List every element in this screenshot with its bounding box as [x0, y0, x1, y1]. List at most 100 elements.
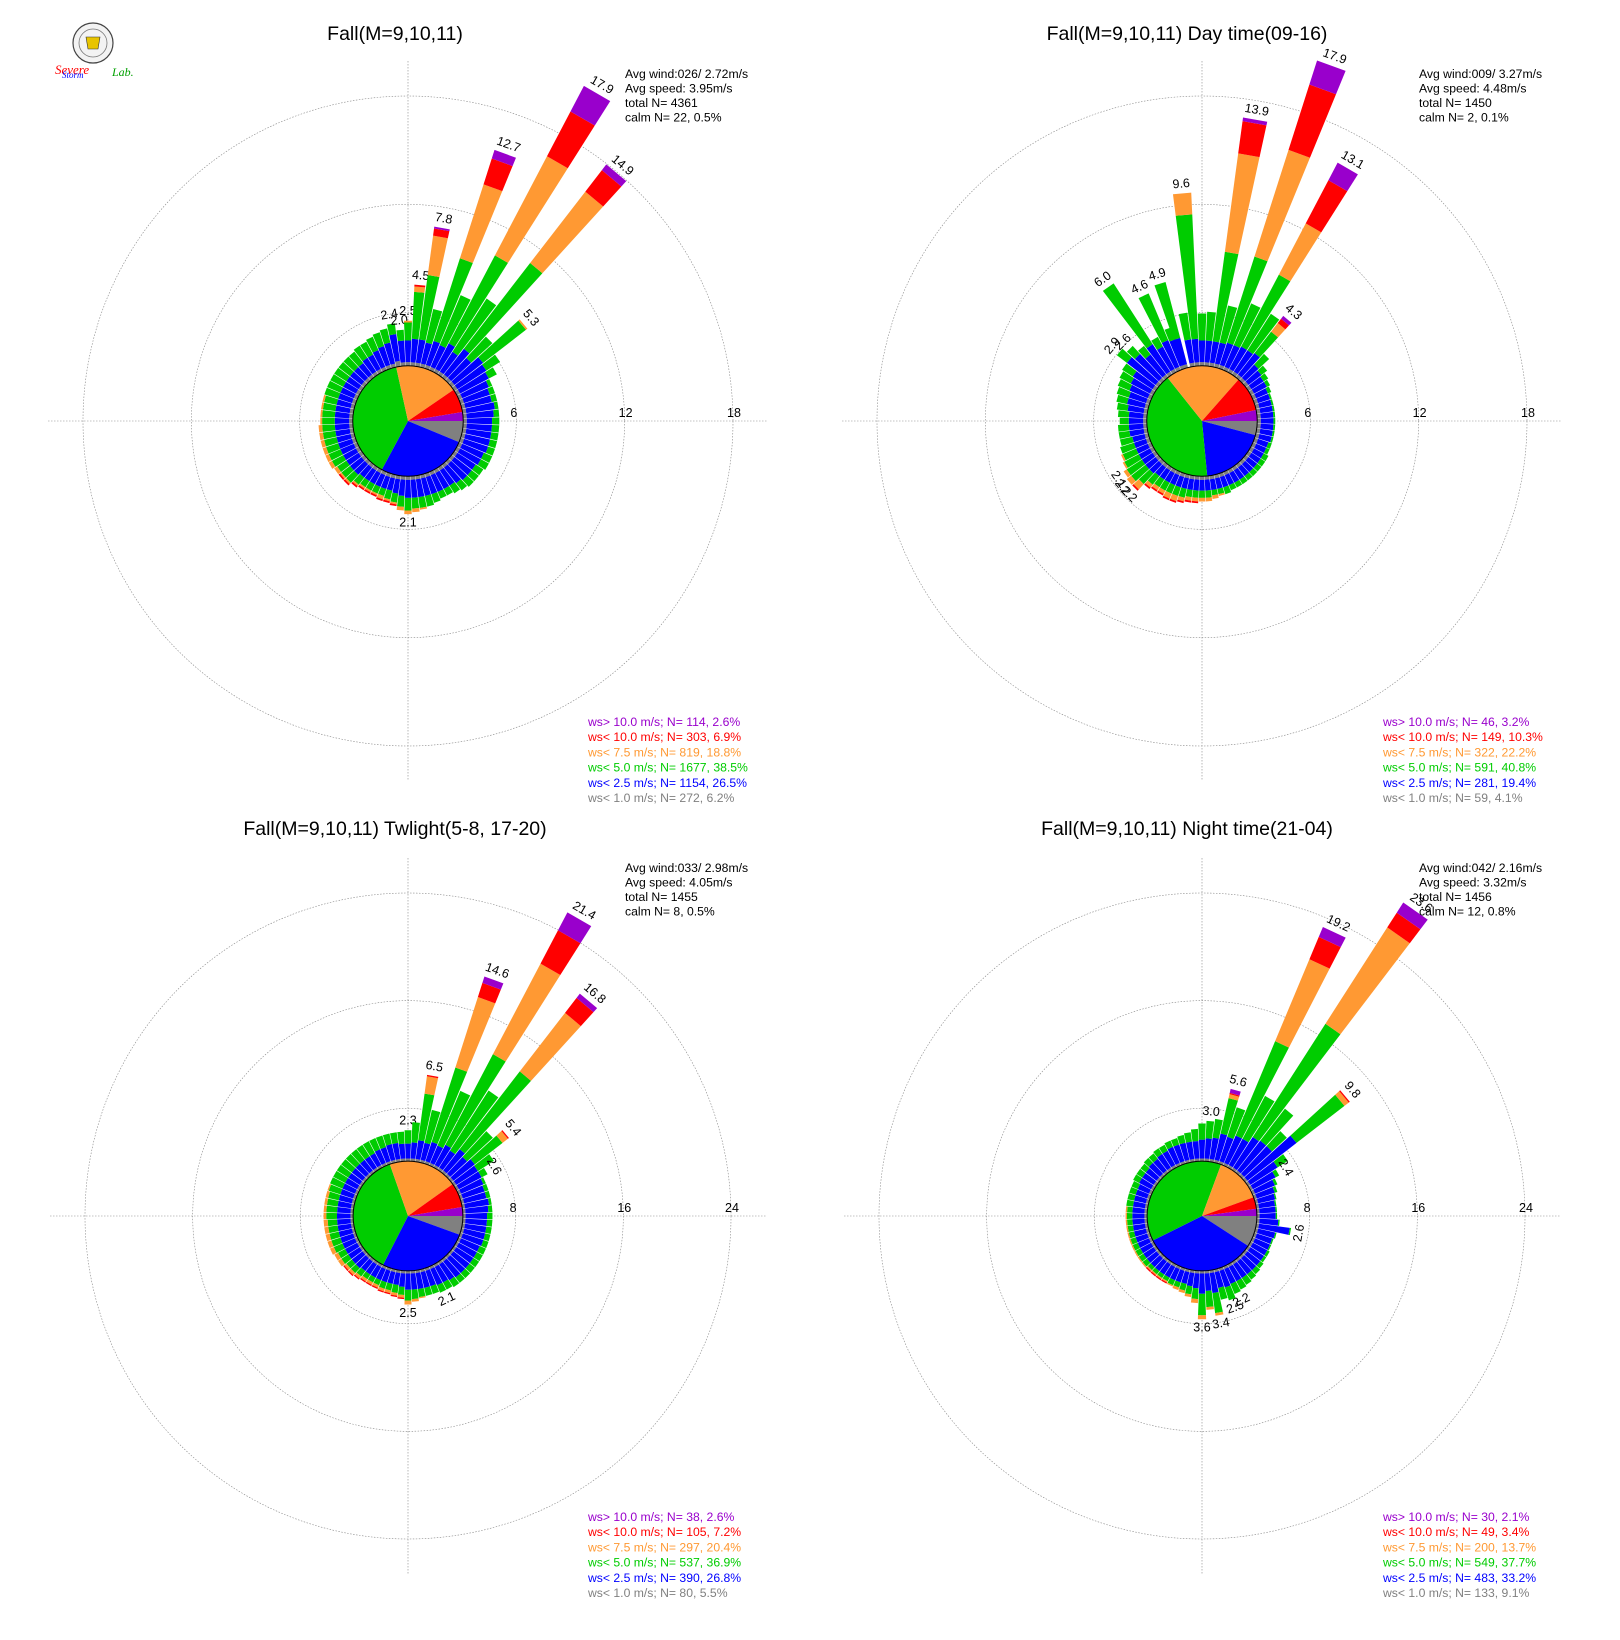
- legend-entry-purple: ws> 10.0 m/s; N= 30, 2.1%: [1382, 1510, 1529, 1524]
- wind-bar: [1170, 1138, 1186, 1166]
- wind-bar-segment-orange: [1127, 1232, 1131, 1239]
- wind-bar-segment-gray: [1223, 1162, 1229, 1168]
- pie-slice-green: [353, 1164, 408, 1265]
- wind-bar: [1227, 1095, 1275, 1170]
- wind-bar-segment-blue: [1255, 1233, 1273, 1244]
- wind-bar-segment-red: [1238, 121, 1267, 158]
- wind-bar: 19.2: [1223, 912, 1353, 1168]
- wind-bar: [1117, 410, 1148, 419]
- grid-ring: [300, 1108, 516, 1324]
- wind-bar-segment-green: [390, 492, 399, 503]
- wind-bar-segment-green: [1119, 436, 1134, 447]
- wind-bar: [456, 1177, 486, 1195]
- wind-bar-segment-red: [351, 481, 358, 488]
- wind-bar-segment-orange: [371, 490, 378, 496]
- wind-bar-segment-green: [322, 402, 337, 412]
- wind-bar-segment-blue: [392, 1142, 401, 1160]
- wind-bar-segment-blue: [410, 338, 419, 363]
- wind-bar-segment-orange: [339, 472, 346, 479]
- wind-bar-segment-green: [1205, 311, 1216, 342]
- wind-bar-segment-blue: [1253, 1238, 1271, 1250]
- wind-bar-segment-green: [1118, 430, 1131, 439]
- logo-text-lab: Lab.: [111, 65, 134, 79]
- wind-bar: [1223, 470, 1237, 491]
- wind-bar: [334, 450, 365, 475]
- wind-bar-segment-blue: [1132, 1223, 1146, 1231]
- wind-bar-segment-gray: [1175, 1162, 1181, 1168]
- wind-bar-segment-red: [397, 1297, 405, 1300]
- wind-bar: [429, 1090, 471, 1168]
- wind-bar-segment-blue: [415, 1272, 424, 1290]
- wind-bar-segment-blue: [386, 1144, 396, 1162]
- wind-bar-segment-blue: [1146, 344, 1171, 375]
- wind-bar-segment-green: [491, 424, 500, 433]
- wind-bar-segment-green: [397, 1286, 405, 1296]
- wind-bar-segment-purple: [1396, 902, 1428, 930]
- wind-bar-segment-blue: [1157, 1153, 1171, 1171]
- wind-bar: [1214, 1268, 1228, 1300]
- wind-bar: [369, 1138, 387, 1168]
- legend-entry-red: ws< 10.0 m/s; N= 303, 6.9%: [587, 730, 741, 744]
- stats-line: Avg speed: 4.05m/s: [625, 876, 733, 890]
- wind-bar-segment-blue: [1141, 452, 1156, 465]
- wind-bar-segment-gray: [462, 423, 467, 429]
- wind-bar: [1245, 373, 1269, 392]
- wind-bar: [445, 458, 474, 487]
- wind-bar: [451, 1245, 480, 1268]
- wind-bar: [445, 1131, 493, 1179]
- wind-bar-segment-blue: [420, 1142, 431, 1162]
- wind-bar-segment-green: [474, 1154, 494, 1172]
- legend-entry-red: ws< 10.0 m/s; N= 149, 10.3%: [1382, 730, 1543, 744]
- wind-bar-segment-blue: [1155, 464, 1167, 477]
- wind-bar-segment-orange: [492, 963, 561, 1062]
- wind-bar-segment-green: [1271, 405, 1275, 412]
- wind-bar: [463, 417, 500, 425]
- wind-bar-segment-gray: [1170, 368, 1177, 375]
- wind-bar-segment-gray: [1231, 1167, 1237, 1173]
- wind-bar-segment-red: [1229, 1092, 1240, 1097]
- wind-bar: 6.0: [1091, 268, 1173, 378]
- wind-bar: [1235, 1256, 1257, 1280]
- wind-bar-segment-blue: [337, 1218, 351, 1226]
- wind-bar: [389, 474, 401, 507]
- wind-bar-segment-green: [1277, 1219, 1280, 1226]
- wind-bar-segment-green: [487, 386, 496, 395]
- wind-bar-segment-blue: [1253, 1179, 1276, 1194]
- wind-bar: [445, 336, 493, 384]
- wind-bar-segment-red: [360, 1277, 366, 1283]
- wind-bar-segment-orange: [1126, 1226, 1129, 1233]
- wind-bar: [330, 1177, 360, 1195]
- wind-bar-segment-blue: [1219, 1269, 1231, 1288]
- wind-bar-segment-green: [1241, 1274, 1252, 1285]
- wind-bar-segment-green: [1122, 448, 1139, 461]
- wind-bar: [334, 1241, 362, 1261]
- wind-bar: [348, 351, 375, 381]
- wind-bar-segment-orange: [327, 1240, 334, 1249]
- wind-bar: [415, 1269, 426, 1299]
- wind-bar-segment-blue: [439, 351, 458, 375]
- wind-bar-segment-orange: [459, 184, 503, 263]
- wind-bar-segment-gray: [376, 467, 383, 474]
- wind-bar: [1150, 1256, 1169, 1277]
- wind-bar-segment-blue: [372, 350, 386, 369]
- wind-bar-segment-gray: [358, 450, 365, 457]
- wind-bar-segment-orange: [319, 432, 325, 441]
- wind-bar-segment-green: [490, 393, 498, 403]
- chart-title: Fall(M=9,10,11) Day time(09-16): [1047, 23, 1328, 45]
- ring-label: 6: [1304, 406, 1311, 420]
- wind-bar-segment-blue: [1229, 346, 1247, 372]
- wind-bar-segment-blue: [420, 342, 432, 365]
- wind-bar: [1116, 394, 1150, 409]
- wind-bar-segment-gray: [1227, 368, 1234, 375]
- wind-bar-segment-gray: [1227, 467, 1234, 474]
- wind-bar-segment-green: [1249, 468, 1258, 477]
- wind-bar-segment-green: [346, 470, 359, 483]
- wind-bar: 9.6: [1172, 176, 1200, 367]
- wind-bar-segment-green: [1178, 312, 1191, 341]
- wind-bar-segment-green: [1272, 424, 1276, 431]
- wind-bar-segment-gray: [1204, 362, 1210, 367]
- stats-line: Avg wind:042/ 2.16m/s: [1419, 861, 1542, 875]
- wind-bar-segment-gray: [410, 362, 416, 367]
- wind-bar-segment-green: [437, 1090, 471, 1149]
- wind-bar-segment-gray: [1245, 1245, 1251, 1251]
